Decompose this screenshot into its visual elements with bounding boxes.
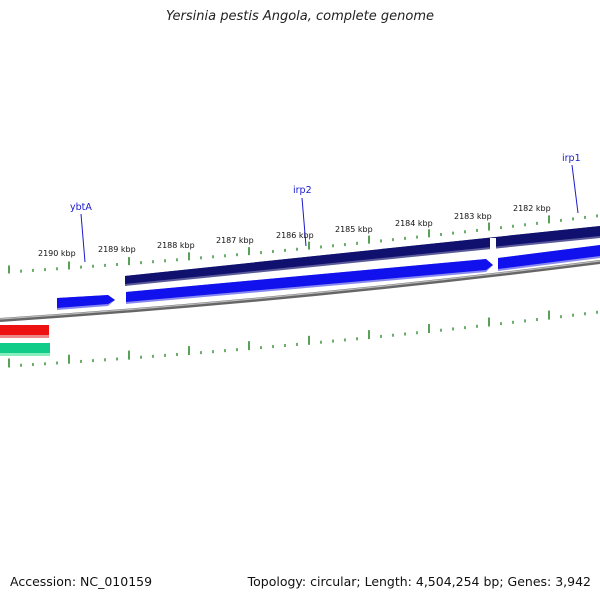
- gene-irp1-forward[interactable]: [498, 245, 600, 271]
- ruler-label: 2183 kbp: [454, 212, 492, 221]
- gene-label-ybtA[interactable]: ybtA: [70, 202, 92, 263]
- ruler-label: 2190 kbp: [38, 249, 76, 258]
- gene-label: irp1: [562, 153, 581, 164]
- gene-irp1-dark[interactable]: [125, 226, 600, 286]
- gene-label-irp1[interactable]: irp1: [562, 153, 581, 214]
- outer-ruler-ticks: [8, 214, 598, 274]
- genome-summary: Topology: circular; Length: 4,504,254 bp…: [247, 574, 591, 589]
- ruler-label: 2186 kbp: [276, 231, 314, 240]
- ruler-label: 2184 kbp: [395, 219, 433, 228]
- ruler-label: 2187 kbp: [216, 236, 254, 245]
- accession-text: Accession: NC_010159: [10, 574, 153, 589]
- gene-label: ybtA: [70, 202, 92, 213]
- inner-ruler-ticks: [8, 310, 598, 368]
- ruler-label: 2185 kbp: [335, 225, 373, 234]
- ruler-label: 2189 kbp: [98, 245, 136, 254]
- gene-ybtA[interactable]: [57, 295, 115, 310]
- page-title: Yersinia pestis Angola, complete genome: [166, 9, 434, 24]
- ruler-label: 2188 kbp: [157, 241, 195, 250]
- genome-backbone: [0, 260, 600, 322]
- gene-label-irp2[interactable]: irp2: [293, 185, 312, 247]
- ruler-label: 2182 kbp: [513, 204, 551, 213]
- gene-label: irp2: [293, 185, 312, 196]
- gene-irp2-forward[interactable]: [126, 259, 493, 304]
- feature-green[interactable]: [0, 343, 50, 356]
- ruler-labels: 2190 kbp 2189 kbp 2188 kbp 2187 kbp 2186…: [38, 204, 551, 258]
- feature-red[interactable]: [0, 325, 49, 338]
